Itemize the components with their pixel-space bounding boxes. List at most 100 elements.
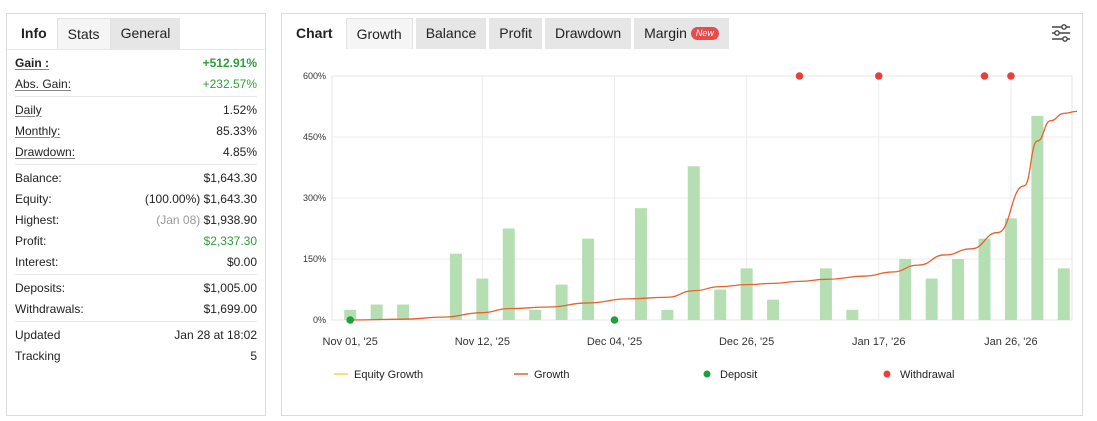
tab-growth[interactable]: Growth xyxy=(345,18,413,49)
stat-label: Equity: xyxy=(15,191,52,206)
growth-bar xyxy=(1057,268,1070,320)
stat-label[interactable]: Gain : xyxy=(15,55,50,70)
tab-margin[interactable]: Margin New xyxy=(634,18,729,49)
stat-balance: Balance: $1,643.30 xyxy=(15,167,257,188)
stat-value: 4.85% xyxy=(222,144,257,159)
stat-deposits: Deposits: $1,005.00 xyxy=(15,277,257,298)
y-tick-label: 300% xyxy=(303,193,326,203)
stat-label: Withdrawals: xyxy=(15,301,84,316)
stat-interest: Interest: $0.00 xyxy=(15,251,257,272)
growth-bar xyxy=(502,228,515,320)
growth-bar xyxy=(819,268,832,320)
legend-label: Deposit xyxy=(720,369,757,381)
growth-bar xyxy=(582,238,595,320)
growth-bar xyxy=(978,238,991,320)
growth-bar xyxy=(529,309,542,320)
withdrawal-marker xyxy=(874,72,883,80)
stat-value: $2,337.30 xyxy=(203,233,257,248)
stat-value: $0.00 xyxy=(226,254,257,269)
growth-bar xyxy=(899,259,912,320)
legend-label: Equity Growth xyxy=(354,369,423,381)
growth-bar xyxy=(687,166,700,320)
stat-tracking: Tracking 5 xyxy=(15,345,257,366)
tab-stats[interactable]: Stats xyxy=(56,18,111,49)
stat-note: (Jan 08) xyxy=(156,212,201,227)
deposit-marker xyxy=(610,316,619,324)
x-tick-label: Nov 12, '25 xyxy=(455,336,510,348)
left-tab-bar: Info Stats General xyxy=(7,14,265,50)
growth-bar xyxy=(925,278,938,320)
withdrawal-marker xyxy=(980,72,989,80)
growth-bar xyxy=(344,309,357,320)
stat-value: $1,005.00 xyxy=(203,280,257,295)
growth-bar xyxy=(740,268,753,320)
growth-bar xyxy=(1031,115,1044,320)
stat-profit: Profit: $2,337.30 xyxy=(15,230,257,251)
stat-equity: Equity: (100.00%) $1,643.30 xyxy=(15,188,257,209)
stat-label[interactable]: Monthly: xyxy=(15,123,61,138)
growth-bar xyxy=(397,304,410,320)
legend-swatch xyxy=(703,370,711,378)
stat-daily: Daily 1.52% xyxy=(15,99,257,120)
stat-drawdown: Drawdown: 4.85% xyxy=(15,141,257,162)
stat-value: 5 xyxy=(250,348,257,363)
tab-margin-label: Margin xyxy=(644,25,687,41)
stat-gain: Gain : +512.91% xyxy=(15,52,257,73)
deposit-marker xyxy=(346,316,355,324)
tab-info[interactable]: Info xyxy=(21,25,47,41)
growth-bar xyxy=(1004,218,1017,320)
stats-panel: Info Stats General Gain : +512.91% Abs. … xyxy=(6,13,266,416)
growth-bar xyxy=(476,278,489,320)
growth-line xyxy=(350,110,1078,321)
stat-value: 85.33% xyxy=(216,123,257,138)
stat-value: $1,938.90 xyxy=(203,212,257,227)
growth-bar xyxy=(846,309,859,320)
new-badge: New xyxy=(690,27,719,40)
growth-bar xyxy=(555,284,568,320)
stat-value: +512.91% xyxy=(202,55,257,70)
stat-label: Updated xyxy=(15,327,61,342)
growth-bar xyxy=(767,299,780,320)
tab-balance[interactable]: Balance xyxy=(415,18,487,49)
stat-label: Interest: xyxy=(15,254,59,269)
stat-withdrawals: Withdrawals: $1,699.00 xyxy=(15,298,257,319)
sliders-settings-icon[interactable] xyxy=(1050,22,1072,44)
stat-note: (100.00%) xyxy=(144,191,201,206)
growth-bar xyxy=(370,304,383,320)
withdrawal-marker xyxy=(1007,72,1015,80)
chart-tab-bar: Chart Growth Balance Profit Drawdown Mar… xyxy=(286,18,732,49)
growth-bar xyxy=(634,208,647,320)
stat-label: Highest: xyxy=(15,212,60,227)
stat-value: $1,699.00 xyxy=(203,301,257,316)
stat-value: $1,643.30 xyxy=(203,191,257,206)
legend-label: Withdrawal xyxy=(900,369,954,381)
legend-swatch xyxy=(883,370,891,378)
growth-bar xyxy=(952,259,965,320)
tab-drawdown[interactable]: Drawdown xyxy=(544,18,632,49)
stat-label[interactable]: Drawdown: xyxy=(15,144,76,159)
tab-general[interactable]: General xyxy=(110,18,181,49)
y-tick-label: 0% xyxy=(313,315,326,325)
y-tick-label: 150% xyxy=(303,254,326,264)
stat-value: Jan 28 at 18:02 xyxy=(174,327,257,342)
stat-label: Balance: xyxy=(15,170,62,185)
stat-label[interactable]: Abs. Gain: xyxy=(15,76,72,91)
y-tick-label: 450% xyxy=(303,132,326,142)
x-tick-label: Dec 26, '25 xyxy=(719,336,774,348)
stat-monthly: Monthly: 85.33% xyxy=(15,120,257,141)
withdrawal-marker xyxy=(795,72,804,80)
tab-profit[interactable]: Profit xyxy=(489,18,542,49)
chart-panel: 0% 150% 300% 450% 600% Nov 01, '25 Nov 12, '25… xyxy=(281,13,1083,416)
x-tick-label: Dec 04, '25 xyxy=(587,336,642,348)
x-tick-label: Jan 17, '26 xyxy=(852,336,905,348)
stat-label: Tracking xyxy=(15,348,61,363)
y-tick-label: 600% xyxy=(303,71,326,81)
stat-abs-gain: Abs. Gain: +232.57% xyxy=(15,73,257,94)
tab-chart[interactable]: Chart xyxy=(296,25,333,41)
stat-label[interactable]: Daily xyxy=(15,102,42,117)
legend-label: Growth xyxy=(534,369,569,381)
stat-label: Profit: xyxy=(15,233,47,248)
stat-value: +232.57% xyxy=(202,76,257,91)
stats-list: Gain : +512.91% Abs. Gain: +232.57% Dail… xyxy=(7,50,265,368)
growth-chart: 0% 150% 300% 450% 600% Nov 01, '25 Nov 12, '25… xyxy=(303,71,1078,381)
